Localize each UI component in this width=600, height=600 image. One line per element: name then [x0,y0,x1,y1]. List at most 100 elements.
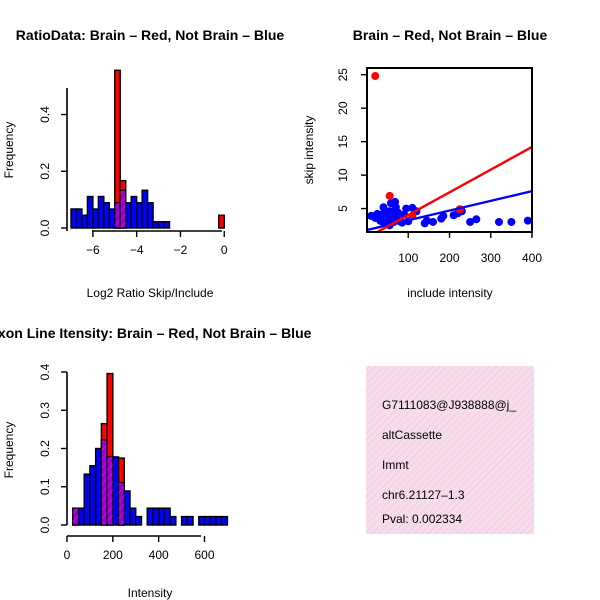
scatter-xtick-label-3: 400 [522,251,542,265]
scatter-xtick-label-2: 300 [481,251,501,265]
scatter-point-notbrain-42 [523,216,532,225]
intensity-xtick-label-2: 400 [149,548,169,562]
intensity-ytick-label-1: 0.1 [38,478,52,495]
ratio-bar-notbrain-2 [81,214,89,229]
info-event-type: altCassette [382,428,442,442]
ratio-bar-overlap-hatch-0 [114,202,121,228]
ratio-bar-notbrain-15 [152,221,160,229]
intensity-xtick-label-0: 0 [64,548,71,562]
intensity-bar-notbrain-7 [112,456,120,526]
intensity-xlabel: Intensity [128,586,173,600]
ratio-bar-notbrain-11 [130,195,138,229]
info-gene-id: G7111083@J938888@j_ [382,398,516,412]
info-panel: G7111083@J938888@j_ altCassette Immt chr… [366,366,534,534]
scatter-point-notbrain-39 [472,215,481,224]
intensity-bar-notbrain-20 [203,515,211,526]
intensity-xtick-label-1: 200 [103,548,123,562]
intensity-bar-notbrain-17 [180,515,189,526]
ratio-bar-notbrain-3 [86,195,94,229]
intensity-bar-overlap-hatch-2 [107,456,113,525]
intensity-bar-notbrain-2 [83,473,91,526]
ratio-bar-notbrain-13 [141,189,149,229]
info-gene-name: Immt [382,458,409,472]
ratio-ytick-label-1: 0.2 [38,163,52,180]
ratio-xtick-label-3: 0 [221,243,228,257]
scatter-xtick-label-1: 200 [439,251,459,265]
intensity-bar-notbrain-1 [77,507,85,526]
ratio-xtick-label-2: −2 [174,243,188,257]
scatter-point-notbrain-40 [495,217,503,226]
scatter-point-notbrain-32 [429,217,437,226]
intensity-title: Exon Line Itensity: Brain – Red, Not Bra… [0,325,312,341]
intensity-bar-notbrain-18 [186,515,194,526]
ratio-histogram: RatioData: Brain – Red, Not Brain – Blue… [2,27,284,300]
ratio-bar-overlap-hatch-1 [120,190,126,228]
ratio-bar-notbrain-1 [75,208,83,229]
intensity-bar-notbrain-22 [215,515,223,526]
scatter-plot: Brain – Red, Not Brain – Blue 100 200 300 4… [302,27,547,300]
intensity-bar-overlap-hatch-0 [72,508,79,525]
intensity-bar-notbrain-4 [94,447,103,526]
info-location: chr6.21127–1.3 [382,488,465,502]
ratio-bar-notbrain-14 [146,202,154,229]
intensity-bar-notbrain-23 [220,515,229,526]
intensity-bar-notbrain-19 [198,515,206,526]
scatter-ylabel: skip intensity [302,116,316,185]
intensity-bar-notbrain-11 [135,515,143,526]
intensity-histogram: Exon Line Itensity: Brain – Red, Not Bra… [0,325,312,600]
ratio-bar-notbrain-12 [135,202,143,229]
intensity-ytick-label-4: 0.4 [38,363,52,380]
intensity-bar-notbrain-10 [129,507,137,526]
intensity-bar-notbrain-21 [209,515,217,526]
ratio-ytick-label-2: 0.4 [38,106,52,123]
scatter-xlabel: include intensity [407,286,492,300]
intensity-ylabel: Frequency [2,422,16,479]
ratio-bar-brain-2 [218,214,225,229]
ratio-title: RatioData: Brain – Red, Not Brain – Blue [16,27,285,43]
intensity-bar-notbrain-14 [157,507,166,526]
ratio-bar-notbrain-7 [108,208,116,229]
scatter-point-notbrain-31 [422,216,431,225]
scatter-point-notbrain-38 [466,217,475,226]
intensity-ytick-label-3: 0.3 [38,402,52,419]
scatter-point-notbrain-41 [507,217,516,226]
ratio-xlabel: Log2 Ratio Skip/Include [87,286,214,300]
scatter-point-notbrain-26 [402,204,411,213]
scatter-title: Brain – Red, Not Brain – Blue [353,27,548,43]
intensity-bar-notbrain-9 [123,490,131,526]
ratio-xtick-label-0: −6 [86,243,100,257]
intensity-bar-notbrain-16 [169,515,177,526]
scatter-point-brain-0 [371,72,380,81]
intensity-ytick-label-2: 0.2 [38,440,52,457]
ratio-ytick-label-0: 0.0 [38,219,52,236]
ratio-bar-notbrain-10 [125,202,132,229]
info-pval: Pval: 0.002334 [382,512,462,526]
scatter-ytick-label-3: 20 [336,101,350,115]
scatter-xtick-label-0: 100 [398,251,418,265]
ratio-bar-notbrain-6 [103,202,111,229]
intensity-ytick-label-0: 0.0 [38,516,52,533]
scatter-ytick-label-4: 25 [336,68,350,82]
intensity-bar-overlap-hatch-3 [118,482,125,525]
scatter-ytick-label-2: 15 [336,135,350,149]
intensity-bar-notbrain-13 [152,507,160,526]
intensity-bar-notbrain-12 [146,507,154,526]
scatter-ytick-label-1: 10 [336,168,350,182]
scatter-point-brain-1 [385,191,394,200]
scatter-ytick-label-0: 5 [336,205,350,212]
scatter-fit-brain [376,145,532,232]
scatter-point-notbrain-34 [439,211,448,220]
intensity-bar-overlap-hatch-1 [101,440,108,525]
intensity-bar-notbrain-15 [163,507,171,526]
intensity-xtick-label-3: 600 [194,548,214,562]
ratio-bar-notbrain-17 [163,221,171,229]
info-box [366,366,534,534]
ratio-bar-notbrain-5 [97,195,105,229]
ratio-bar-notbrain-0 [70,208,78,229]
intensity-bar-notbrain-3 [89,465,97,526]
ratio-bar-notbrain-16 [157,221,165,229]
ratio-xtick-label-1: −4 [130,243,144,257]
scatter-frame [366,67,533,233]
